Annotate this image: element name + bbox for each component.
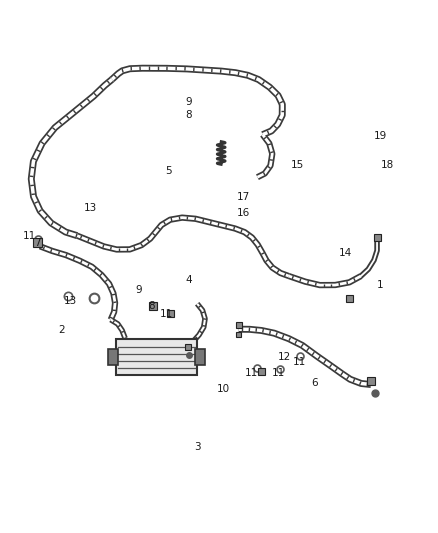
Text: 11: 11: [245, 368, 258, 378]
Text: 10: 10: [217, 384, 230, 394]
Text: 2: 2: [59, 325, 65, 335]
FancyBboxPatch shape: [108, 349, 118, 365]
Bar: [148, 302, 157, 310]
Text: 13: 13: [84, 203, 97, 213]
Text: 4: 4: [185, 275, 192, 285]
Bar: [374, 234, 381, 241]
Text: 11: 11: [160, 309, 173, 319]
Text: 16: 16: [237, 208, 250, 219]
Bar: [236, 322, 242, 328]
Text: 7: 7: [35, 238, 41, 247]
Text: 12: 12: [278, 352, 291, 362]
Text: 1: 1: [377, 280, 384, 290]
Text: 3: 3: [194, 442, 201, 452]
Bar: [258, 368, 265, 375]
Bar: [185, 344, 191, 350]
Text: 11: 11: [271, 368, 285, 378]
Text: 6: 6: [312, 378, 318, 389]
Bar: [166, 310, 173, 317]
Text: 15: 15: [291, 160, 304, 171]
Text: 18: 18: [381, 160, 394, 171]
Text: 14: 14: [339, 248, 352, 258]
Text: 8: 8: [148, 301, 155, 311]
Text: 9: 9: [185, 96, 192, 107]
Text: 11: 11: [293, 357, 307, 367]
Text: 17: 17: [237, 192, 250, 203]
Bar: [33, 238, 42, 247]
Bar: [117, 339, 197, 375]
Text: 19: 19: [374, 131, 387, 141]
Bar: [367, 377, 375, 385]
Bar: [236, 332, 241, 337]
Text: 13: 13: [64, 296, 77, 306]
Text: 8: 8: [185, 110, 192, 120]
Text: 11: 11: [22, 231, 36, 241]
Text: 5: 5: [166, 166, 172, 176]
Bar: [346, 295, 353, 302]
FancyBboxPatch shape: [195, 349, 205, 365]
Text: 9: 9: [135, 286, 141, 295]
